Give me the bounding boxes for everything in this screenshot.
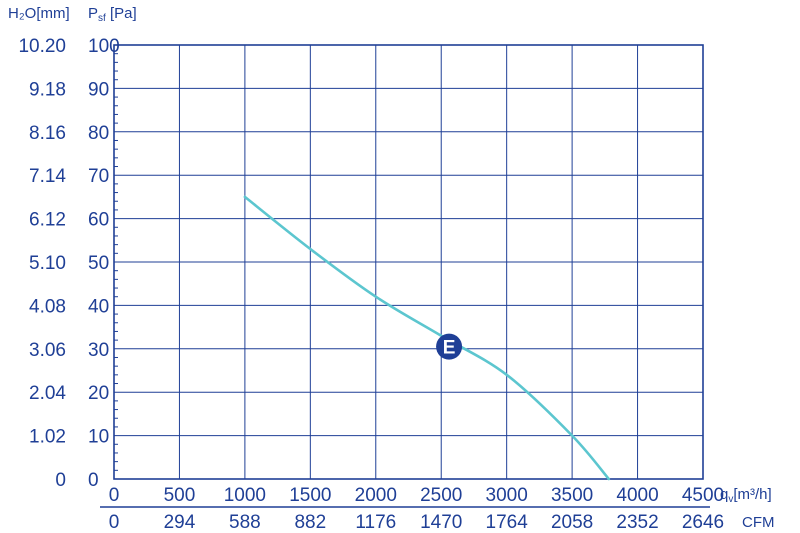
x-tick-label-m3h: 500 [164,485,196,506]
x-axis-m3h-labels: 0 500 1000 1500 2000 2500 3000 3500 4000 4500 [109,485,724,506]
grid [114,45,703,479]
y-tick-label-h2o: 7.14 [29,166,66,187]
x-axis-unit-symbol: q [720,486,728,503]
y-tick-label-h2o: 0 [55,470,66,491]
x-axis-cfm-labels: 0 294 588 882 1176 1470 1764 2058 2352 2646 [109,512,724,533]
y-tick-label-pa: 100 [88,36,120,57]
y-tick-label-h2o: 10.20 [18,36,66,57]
x-tick-label-cfm: 882 [294,512,326,533]
pressure-axis-header: Psf [Pa] [88,5,137,24]
x-tick-label-cfm: 588 [229,512,261,533]
series-line-e [243,195,611,481]
y-axis-pa-labels: 0 10 20 30 40 50 60 70 80 90 100 [88,36,120,491]
x-tick-label-m3h: 1500 [289,485,331,506]
x-tick-label-m3h: 0 [109,485,120,506]
x-tick-label-cfm: 0 [109,512,120,533]
x-tick-label-cfm: 1176 [355,512,396,533]
plot-frame [113,44,704,480]
pressure-axis-header-subscript: sf [98,13,106,24]
x-tick-label-m3h: 1000 [224,485,266,506]
y-tick-label-pa: 40 [88,296,109,317]
y-tick-label-pa: 50 [88,253,109,274]
y-tick-label-h2o: 6.12 [29,210,66,231]
y-tick-label-h2o: 1.02 [29,427,66,448]
y-tick-label-pa: 60 [88,210,109,231]
x-axis-unit-m3h: qv[m³/h] [720,486,772,505]
h2o-axis-header: H₂O[mm] [8,5,70,22]
y-tick-label-h2o: 2.04 [29,383,66,404]
x-tick-label-cfm: 2352 [616,512,658,533]
y-tick-label-h2o: 4.08 [29,296,66,317]
y-tick-label-h2o: 8.16 [29,123,66,144]
x-tick-label-cfm: 1470 [420,512,462,533]
x-axis-unit-cfm: CFM [742,514,775,531]
y-tick-label-pa: 80 [88,123,109,144]
y-tick-label-pa: 70 [88,166,109,187]
series-marker-e [436,333,463,360]
x-axis-unit-subscript: v [728,494,733,505]
x-tick-label-cfm: 294 [164,512,196,533]
y-tick-label-pa: 20 [88,383,109,404]
series-marker-label: E [443,338,456,359]
x-tick-label-m3h: 4000 [616,485,658,506]
y-tick-label-h2o: 9.18 [29,79,66,100]
x-tick-label-m3h: 2000 [355,485,397,506]
x-tick-label-m3h: 4500 [682,485,724,506]
y-tick-label-pa: 10 [88,427,109,448]
x-tick-label-m3h: 2500 [420,485,462,506]
y-tick-label-h2o: 5.10 [29,253,66,274]
y-tick-label-pa: 90 [88,79,109,100]
x-tick-label-cfm: 1764 [486,512,529,533]
y-tick-label-pa: 30 [88,340,109,361]
y-tick-label-h2o: 3.06 [29,340,66,361]
x-tick-label-m3h: 3000 [486,485,528,506]
pressure-axis-header-symbol: P [88,5,98,22]
x-tick-label-cfm: 2646 [682,512,724,533]
y-axis-h2o-labels: 0 1.02 2.04 3.06 4.08 5.10 6.12 7.14 8.16 9.18 10.… [18,36,66,491]
pressure-axis-header-unit: [Pa] [106,5,137,22]
y-tick-label-pa: 0 [88,470,99,491]
plot-border [113,44,704,480]
series-layer: E [243,195,611,481]
x-tick-label-cfm: 2058 [551,512,593,533]
x-axis-unit-rest: [m³/h] [733,486,771,503]
x-tick-label-m3h: 3500 [551,485,593,506]
